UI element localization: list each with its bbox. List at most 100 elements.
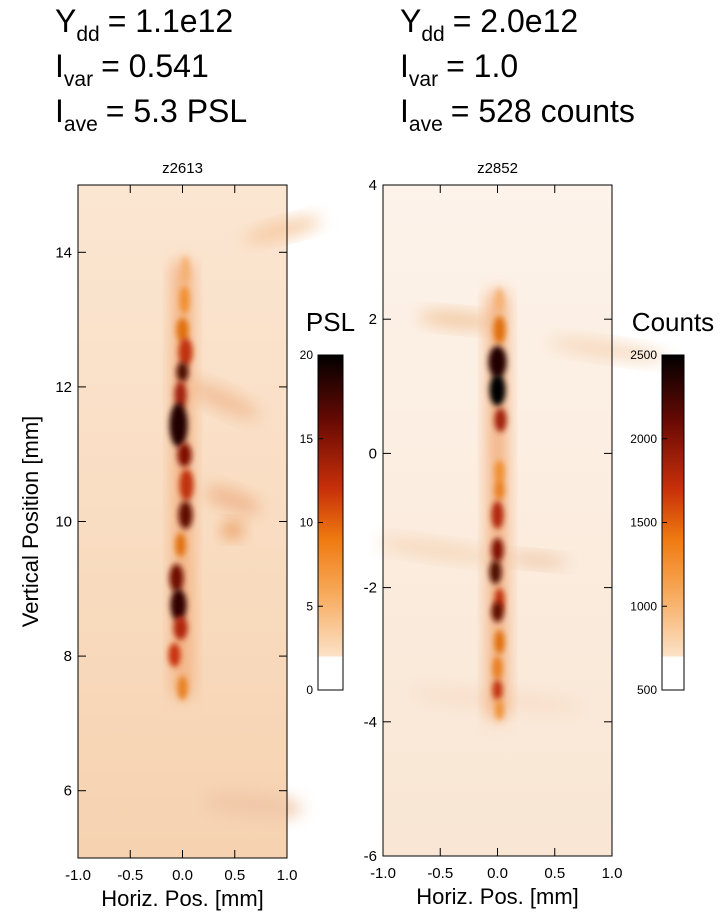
y-tick-label: -4	[364, 714, 377, 731]
annotation: Ivar = 1.0	[400, 48, 518, 91]
annotation-text: = 1.0	[446, 48, 518, 84]
y-tick-label: 6	[64, 783, 72, 800]
y-tick-label: -6	[364, 848, 377, 865]
symbol: I	[55, 48, 64, 84]
streak	[492, 656, 503, 680]
subscript: ave	[409, 113, 443, 136]
x-tick-label: -0.5	[117, 867, 143, 884]
streak	[176, 362, 189, 382]
colorbar-tick-label: 15	[300, 432, 314, 446]
annotation-text: = 2.0e12	[453, 3, 578, 39]
x-axis-label: Horiz. Pos. [mm]	[416, 884, 579, 909]
x-tick-label: 1.0	[277, 867, 298, 884]
annotation: Iave = 5.3 PSL	[55, 93, 247, 136]
streak	[174, 381, 187, 409]
x-tick-label: 0.5	[544, 865, 565, 882]
y-tick-label: 2	[369, 311, 377, 328]
image-feature	[202, 792, 303, 818]
streak	[173, 616, 188, 640]
streak	[489, 560, 502, 584]
image	[378, 288, 667, 720]
symbol: I	[55, 93, 64, 129]
symbol: I	[400, 48, 409, 84]
streak	[494, 408, 507, 432]
x-tick-label: 0.5	[224, 867, 245, 884]
image	[168, 217, 322, 818]
streak	[176, 318, 189, 342]
streak	[170, 589, 187, 621]
streak	[495, 288, 504, 312]
subscript: var	[409, 68, 438, 91]
colorbar-tick-label: 0	[306, 683, 313, 697]
symbol: Y	[55, 3, 76, 39]
colorbar-tick-label: 20	[300, 348, 314, 362]
y-tick-label: 8	[64, 648, 72, 665]
symbol: Y	[400, 3, 421, 39]
annotation-text: = 5.3 PSL	[106, 93, 247, 129]
streak	[494, 480, 505, 500]
y-tick-label: 12	[55, 379, 72, 396]
streak	[168, 643, 181, 667]
symbol: I	[400, 93, 409, 129]
colorbar-label: Counts	[632, 307, 714, 337]
x-tick-label: 0.0	[172, 867, 193, 884]
colorbar-tick-label: 5	[306, 599, 313, 613]
image-feature	[222, 522, 243, 538]
streak	[181, 256, 190, 284]
colorbar-tick-label: 500	[637, 683, 657, 697]
streak	[178, 501, 193, 529]
y-tick-label: 4	[369, 177, 377, 194]
streak	[488, 346, 507, 378]
subscript: var	[64, 68, 93, 91]
y-tick-label: -2	[364, 580, 377, 597]
subscript: dd	[421, 23, 444, 46]
plot-title: z2613	[162, 160, 203, 177]
y-tick-label: 10	[55, 514, 72, 531]
streak	[175, 533, 186, 557]
x-tick-label: -1.0	[370, 865, 396, 882]
x-tick-label: -1.0	[65, 867, 91, 884]
colorbar-tick-label: 2000	[630, 432, 657, 446]
image-feature	[548, 338, 667, 362]
plot-title: z2852	[477, 160, 518, 177]
colorbar-tick-label: 1500	[630, 516, 657, 530]
x-tick-label: -0.5	[427, 865, 453, 882]
y-tick-label: 14	[55, 244, 72, 261]
streak	[491, 602, 504, 622]
annotation: Ydd = 2.0e12	[400, 3, 578, 46]
streak	[489, 374, 506, 406]
annotation-text: = 0.541	[101, 48, 209, 84]
streak	[495, 700, 504, 720]
annotation-text: = 528 counts	[451, 93, 635, 129]
streak	[491, 538, 504, 562]
y-tick-label: 0	[369, 445, 377, 462]
streak	[493, 316, 506, 344]
x-axis-label: Horiz. Pos. [mm]	[101, 886, 264, 911]
image-feature	[507, 553, 568, 567]
annotation: Iave = 528 counts	[400, 93, 635, 136]
annotation-text: = 1.1e12	[108, 3, 233, 39]
subscript: ave	[64, 113, 98, 136]
annotation: Ivar = 0.541	[55, 48, 209, 91]
image-feature	[204, 486, 261, 514]
streak	[177, 443, 192, 467]
colorbar-label: PSL	[306, 307, 355, 337]
x-tick-label: 0.0	[487, 865, 508, 882]
image-feature	[243, 217, 322, 243]
x-tick-label: 1.0	[602, 865, 623, 882]
panel: Ydd = 2.0e12 Ivar = 1.0 Iave = 528 counts z285…	[364, 3, 715, 909]
colorbar-tick-label: 1000	[630, 599, 657, 613]
y-axis-label: Vertical Position [mm]	[18, 416, 43, 628]
annotation: Ydd = 1.1e12	[55, 3, 233, 46]
image-feature	[186, 380, 259, 420]
streak	[169, 564, 184, 592]
streak	[492, 680, 503, 700]
colorbar-tick-label: 10	[300, 516, 314, 530]
image-feature	[417, 311, 498, 329]
image-feature	[378, 538, 497, 562]
panel: Ydd = 1.1e12 Ivar = 0.541 Iave = 5.3 PSL z2613…	[18, 3, 355, 911]
streak	[178, 338, 193, 366]
streak	[179, 469, 194, 501]
streak	[179, 286, 190, 314]
